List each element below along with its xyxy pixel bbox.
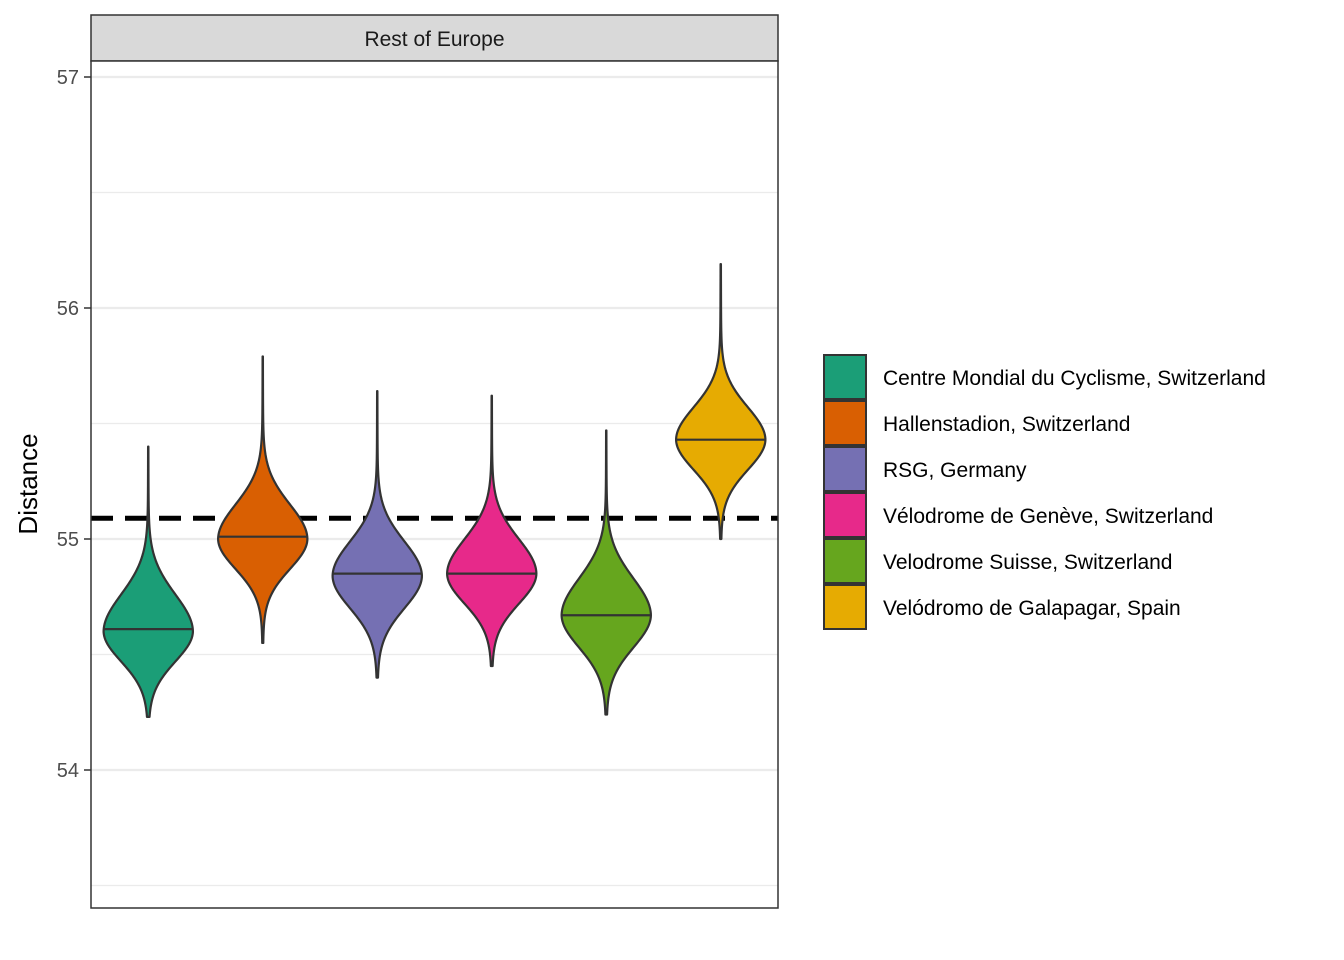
- violin-1: [102, 445, 195, 718]
- legend: Centre Mondial du Cyclisme, Switzerland H…: [823, 354, 1266, 630]
- violin-2: [216, 355, 309, 645]
- y-axis: 54 55 56 57: [57, 67, 91, 782]
- legend-key-3: [823, 446, 867, 492]
- violin-4: [446, 394, 538, 668]
- gridlines: [91, 75, 778, 887]
- legend-label-4: Vélodrome de Genève, Switzerland: [883, 505, 1213, 528]
- legend-key-4: [823, 492, 867, 538]
- legend-label-5: Velodrome Suisse, Switzerland: [883, 551, 1172, 574]
- y-axis-title: Distance: [13, 433, 43, 534]
- legend-key-6: [823, 584, 867, 630]
- y-tick-label: 55: [57, 529, 79, 551]
- plot-panel-border: [90, 60, 779, 909]
- legend-label-3: RSG, Germany: [883, 459, 1027, 482]
- violin-3: [331, 390, 423, 679]
- legend-label-2: Hallenstadion, Switzerland: [883, 413, 1130, 436]
- violin-6: [675, 263, 767, 541]
- legend-label-1: Centre Mondial du Cyclisme, Switzerland: [883, 367, 1266, 390]
- violin-5: [560, 429, 652, 716]
- legend-key-1: [823, 354, 867, 400]
- legend-label-6: Velódromo de Galapagar, Spain: [883, 597, 1181, 620]
- y-tick-label: 54: [57, 760, 79, 782]
- facet-strip: [90, 14, 779, 62]
- facet-strip-label: Rest of Europe: [364, 28, 504, 51]
- legend-key-5: [823, 538, 867, 584]
- y-tick-label: 57: [57, 67, 79, 89]
- plot-panel: [91, 61, 778, 908]
- y-tick-label: 56: [57, 298, 79, 320]
- violins: [102, 263, 767, 718]
- legend-key-2: [823, 400, 867, 446]
